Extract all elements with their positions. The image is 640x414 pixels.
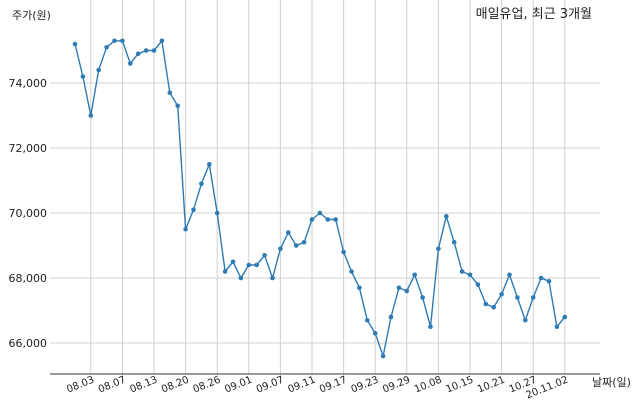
data-point: [72, 41, 78, 47]
x-tick-label: 08.26: [192, 375, 223, 396]
data-points: [72, 38, 568, 359]
data-point: [317, 210, 323, 216]
data-point: [143, 48, 149, 53]
data-point: [207, 161, 212, 167]
data-point: [349, 269, 354, 274]
data-point: [167, 90, 173, 96]
data-point: [483, 301, 489, 307]
data-point: [80, 74, 86, 79]
x-tick-label: 08.20: [160, 375, 191, 396]
x-tick-label: 09.29: [381, 375, 412, 396]
data-point: [222, 269, 228, 274]
y-tick-label: 66,000: [9, 337, 48, 350]
data-point: [246, 262, 252, 268]
data-point: [191, 207, 196, 213]
data-point: [238, 275, 244, 281]
x-tick-label: 09.07: [255, 375, 286, 396]
data-point: [530, 295, 536, 300]
data-point: [546, 278, 552, 284]
x-tick-label: 08.13: [128, 375, 159, 396]
data-point: [515, 295, 520, 300]
data-point: [175, 103, 180, 109]
data-point: [554, 324, 560, 330]
data-point: [151, 48, 157, 53]
data-point: [444, 213, 449, 219]
data-point: [88, 113, 94, 118]
data-point: [436, 246, 441, 252]
data-point: [159, 38, 165, 44]
data-point: [230, 259, 236, 265]
data-point: [523, 317, 528, 323]
x-tick-label: 09.23: [350, 375, 381, 396]
x-tick-label: 08.03: [65, 375, 96, 396]
data-point: [562, 314, 568, 320]
data-point: [120, 38, 125, 44]
data-point: [214, 210, 220, 216]
data-point: [412, 272, 418, 278]
grid-lines: [50, 0, 600, 374]
data-point: [104, 44, 109, 50]
data-point: [475, 282, 481, 287]
data-point: [380, 353, 386, 359]
data-point: [262, 252, 267, 258]
y-tick-label: 68,000: [9, 272, 48, 285]
data-point: [112, 38, 117, 44]
y-axis-label: 주가(원): [12, 9, 51, 22]
data-point: [286, 230, 291, 235]
x-tick-label: 10.15: [444, 375, 475, 396]
data-point: [499, 291, 504, 297]
data-point: [420, 295, 425, 300]
data-point: [183, 226, 188, 232]
y-tick-labels: 66,000 68,000 70,000 72,000 74,000: [9, 77, 48, 350]
series-line: [74, 39, 566, 359]
x-tick-labels: 08.03 08.07 08.13 08.20 08.26 09.01 09.07 09.11…: [65, 375, 570, 402]
data-point: [428, 324, 433, 330]
data-point: [199, 181, 204, 187]
data-point: [128, 61, 133, 66]
data-point: [135, 51, 141, 57]
x-tick-label: 09.01: [223, 375, 254, 396]
data-point: [96, 67, 101, 73]
data-point: [357, 285, 362, 291]
data-point: [507, 272, 512, 278]
data-point: [270, 275, 275, 281]
y-tick-label: 72,000: [9, 142, 48, 155]
data-point: [459, 269, 465, 274]
data-point: [333, 217, 339, 222]
data-point: [293, 243, 299, 248]
data-point: [254, 262, 259, 268]
x-tick-label: 09.17: [318, 375, 349, 396]
data-point: [341, 249, 346, 255]
data-point: [372, 330, 378, 336]
y-tick-label: 74,000: [9, 77, 48, 90]
data-point: [309, 217, 315, 222]
data-point: [451, 239, 457, 245]
data-point: [396, 285, 402, 291]
x-tick-label: 10.08: [413, 375, 444, 396]
data-point: [491, 304, 497, 310]
x-tick-label: 09.11: [286, 375, 317, 396]
data-point: [404, 288, 410, 294]
data-point: [278, 246, 283, 252]
y-tick-label: 70,000: [9, 207, 48, 220]
x-tick-label: 10.21: [476, 375, 507, 396]
x-axis-label: 날짜(일): [592, 375, 631, 389]
data-point: [301, 239, 307, 245]
data-point: [325, 217, 331, 222]
data-point: [467, 272, 473, 278]
data-point: [538, 275, 544, 281]
data-point: [388, 314, 394, 320]
data-point: [365, 317, 370, 323]
x-tick-label: 08.07: [97, 375, 128, 396]
chart-title: 매일유업, 최근 3개월: [476, 7, 592, 22]
